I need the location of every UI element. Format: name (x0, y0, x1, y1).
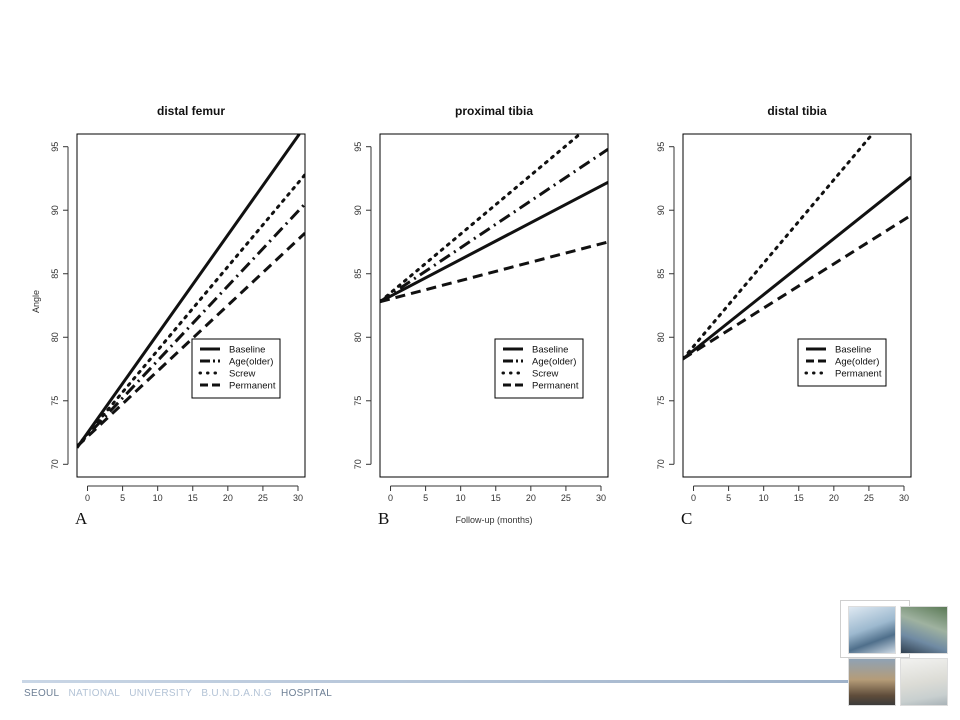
series-line-baseline (380, 180, 608, 304)
panel-title: proximal tibia (455, 104, 533, 118)
x-tick-label: 20 (829, 493, 839, 503)
x-tick-label: 10 (759, 493, 769, 503)
y-tick-label: 90 (50, 205, 60, 215)
footer-divider (22, 680, 852, 683)
series-line-age-older (380, 147, 608, 303)
series-group (683, 134, 911, 361)
y-tick-label: 90 (353, 205, 363, 215)
y-tick-label: 95 (353, 142, 363, 152)
panel-letter: C (681, 509, 692, 528)
chart-panel: distal femur 0 5 10 15 20 25 30 70 75 80 85 90 95 Angl… (31, 104, 306, 528)
y-tick-label: 80 (50, 332, 60, 342)
footer-word: UNIVERSITY (129, 688, 193, 699)
series-group (77, 134, 305, 449)
x-axis-title: Follow-up (months) (455, 515, 532, 525)
x-tick-label: 0 (691, 493, 696, 503)
plot-frame (682, 133, 912, 478)
series-line-permanent (683, 134, 874, 361)
x-tick-label: 25 (561, 493, 571, 503)
series-line-screw (77, 173, 305, 449)
series-line-age-older (683, 214, 911, 361)
chart-panel: distal tibia 0 5 10 15 20 25 30 70 75 80 85 90 95 C Bas… (656, 104, 912, 528)
series-line-age-older (77, 202, 305, 448)
chart-panel: proximal tibia 0 5 10 15 20 25 30 70 75 80 85 90 95 Fo… (353, 104, 609, 528)
x-tick-label: 30 (293, 493, 303, 503)
x-tick-label: 5 (120, 493, 125, 503)
series-line-baseline (77, 134, 301, 449)
y-axis-title: Angle (31, 290, 41, 313)
y-tick-label: 70 (353, 459, 363, 469)
y-tick-label: 90 (656, 205, 666, 215)
legend-label: Permanent (229, 381, 276, 392)
footer-hospital-name: SEOUL NATIONAL UNIVERSITY B.U.N.D.A.N.G … (24, 688, 338, 699)
hospital-photo-thumbnail (848, 606, 896, 654)
panel-letter: B (378, 509, 389, 528)
x-tick-label: 30 (596, 493, 606, 503)
x-tick-label: 15 (794, 493, 804, 503)
x-tick-label: 0 (388, 493, 393, 503)
x-tick-label: 10 (456, 493, 466, 503)
series-group (380, 134, 608, 304)
y-tick-label: 75 (50, 396, 60, 406)
series-line-baseline (683, 176, 911, 361)
x-tick-label: 25 (258, 493, 268, 503)
series-line-screw (380, 134, 582, 304)
legend-label: Screw (229, 369, 256, 380)
legend-label: Baseline (532, 345, 568, 356)
legend-label: Age(older) (835, 357, 879, 368)
y-tick-label: 85 (656, 269, 666, 279)
x-tick-label: 10 (153, 493, 163, 503)
legend-label: Permanent (835, 369, 882, 380)
footer-word: SEOUL (24, 688, 60, 699)
y-tick-label: 85 (50, 269, 60, 279)
panel-letter: A (75, 509, 88, 528)
legend-label: Screw (532, 369, 559, 380)
legend-label: Baseline (229, 345, 265, 356)
legend-label: Age(older) (532, 357, 576, 368)
hospital-photo-thumbnail (848, 658, 896, 706)
footer-word: B.U.N.D.A.N.G (201, 688, 272, 699)
footer-word: HOSPITAL (281, 688, 333, 699)
x-tick-label: 15 (188, 493, 198, 503)
series-line-permanent (380, 240, 608, 304)
legend-label: Permanent (532, 381, 579, 392)
x-tick-label: 0 (85, 493, 90, 503)
x-tick-label: 30 (899, 493, 909, 503)
legend-label: Baseline (835, 345, 871, 356)
legend-label: Age(older) (229, 357, 273, 368)
plot-frame (379, 133, 609, 478)
y-tick-label: 80 (656, 332, 666, 342)
x-tick-label: 25 (864, 493, 874, 503)
panel-title: distal tibia (767, 104, 827, 118)
plot-frame (76, 133, 306, 478)
panel-title: distal femur (157, 104, 225, 118)
y-tick-label: 70 (50, 459, 60, 469)
x-tick-label: 5 (726, 493, 731, 503)
x-tick-label: 20 (526, 493, 536, 503)
y-tick-label: 95 (50, 142, 60, 152)
hospital-photo-thumbnail (900, 658, 948, 706)
x-tick-label: 15 (491, 493, 501, 503)
y-tick-label: 80 (353, 332, 363, 342)
hospital-photo-thumbnail (900, 606, 948, 654)
y-tick-label: 95 (656, 142, 666, 152)
x-tick-label: 5 (423, 493, 428, 503)
x-tick-label: 20 (223, 493, 233, 503)
footer-word: NATIONAL (68, 688, 121, 699)
y-tick-label: 75 (353, 396, 363, 406)
y-tick-label: 85 (353, 269, 363, 279)
series-line-permanent (77, 231, 305, 448)
y-tick-label: 70 (656, 459, 666, 469)
y-tick-label: 75 (656, 396, 666, 406)
